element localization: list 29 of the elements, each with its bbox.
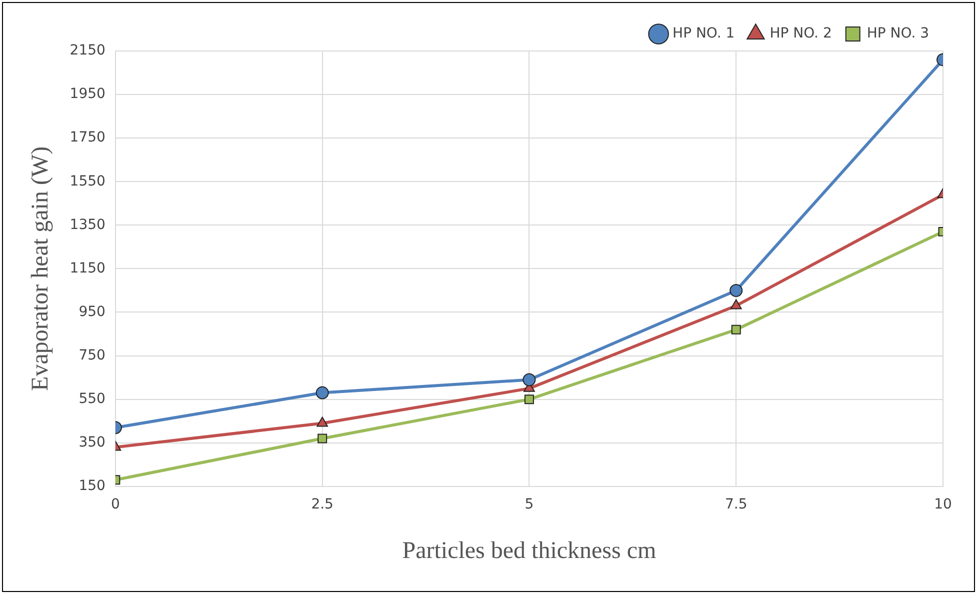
point xyxy=(318,434,328,444)
y-axis-title: Evaporator heat gain (W) xyxy=(28,146,54,391)
legend-label: HP NO. 3 xyxy=(866,26,930,42)
y-tick-label: 950 xyxy=(78,304,106,320)
x-tick-label: 7.5 xyxy=(724,496,748,512)
y-tick-label: 750 xyxy=(78,347,106,364)
point xyxy=(730,299,742,310)
y-tick-label: 550 xyxy=(78,390,106,407)
legend-label: HP NO. 1 xyxy=(672,26,735,42)
y-tick-label: 1350 xyxy=(70,216,106,233)
y-tick-label: 150 xyxy=(78,478,106,494)
point xyxy=(731,324,741,334)
y-tick-label: 1950 xyxy=(70,86,106,102)
point xyxy=(316,386,329,400)
point xyxy=(522,373,536,386)
x-tick-label: 2.5 xyxy=(311,496,334,512)
y-tick-label: 1550 xyxy=(70,173,106,190)
point xyxy=(730,284,743,297)
y-tick-label: 350 xyxy=(78,434,106,450)
legend-label: HP NO. 2 xyxy=(770,26,832,42)
y-tick-label: 1750 xyxy=(70,130,106,146)
x-axis-title: Particles bed thickness cm xyxy=(402,538,657,564)
y-tick-label: 1150 xyxy=(70,260,106,276)
x-tick-label: 0 xyxy=(110,496,120,512)
point xyxy=(524,394,534,404)
x-tick-label: 10 xyxy=(934,496,952,512)
point xyxy=(316,416,328,427)
y-tick-label: 2150 xyxy=(70,42,106,59)
x-tick-label: 5 xyxy=(524,496,534,512)
